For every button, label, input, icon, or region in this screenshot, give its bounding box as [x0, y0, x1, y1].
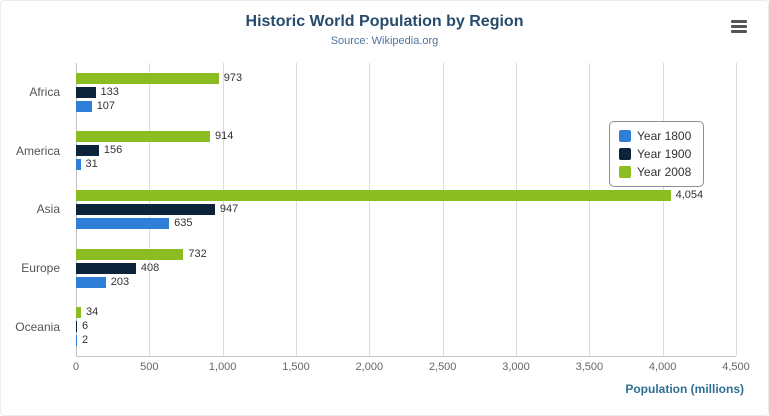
x-tick-label: 2,000 [355, 361, 384, 373]
x-tick-label: 4,500 [722, 361, 750, 373]
bar-group-oceania: 34 6 2 [76, 297, 736, 356]
bar-asia-year-1900[interactable] [76, 203, 215, 215]
legend-item-year-2008[interactable]: Year 2008 [619, 166, 691, 178]
bar-value-label: 732 [188, 247, 207, 260]
bar-oceania-year-1900[interactable] [76, 321, 77, 333]
bar-line: 947 [76, 202, 736, 215]
legend-item-year-1800[interactable]: Year 1800 [619, 130, 691, 142]
bar-value-label: 635 [174, 216, 193, 229]
bar-value-label: 156 [103, 144, 123, 157]
bar-value-label: 4,054 [675, 188, 704, 201]
bar-europe-year-2008[interactable] [76, 248, 184, 260]
bar-value-label: 973 [223, 71, 243, 84]
bar-africa-year-1800[interactable] [76, 100, 92, 112]
bar-value-label: 34 [85, 306, 99, 319]
plot-area: 973 133 107 914 156 31 4,054 947 635 732 408 203 34 6… [76, 63, 737, 357]
gridline [589, 63, 591, 356]
bar-group-africa: 973 133 107 [76, 63, 736, 122]
bar-africa-year-2008[interactable] [76, 72, 219, 84]
category-axis-labels: Africa America Asia Europe Oceania [1, 63, 68, 356]
gridline [736, 63, 737, 356]
bar-line: 31 [76, 158, 736, 171]
x-axis-tick-labels: 0 500 1,000 1,500 2,000 2,500 3,000 3,500 4,000 4… [72, 361, 750, 375]
bar-value-label: 203 [110, 275, 130, 288]
bar-line: 156 [76, 144, 736, 157]
bar-line: 635 [76, 216, 736, 229]
bar-line: 732 [76, 247, 736, 260]
legend: Year 1800 Year 1900 Year 2008 [609, 121, 705, 187]
x-tick-label: 4,000 [648, 361, 677, 373]
bar-line: 914 [76, 130, 736, 143]
bar-value-label: 408 [140, 261, 160, 274]
chart-title: Historic World Population by Region [245, 13, 524, 30]
gridline [516, 63, 517, 356]
x-tick-label: 1,000 [208, 361, 237, 373]
bar-line: 973 [76, 71, 736, 84]
bar-america-year-1900[interactable] [76, 145, 99, 157]
bar-asia-year-2008[interactable] [76, 189, 671, 201]
gridline [222, 63, 224, 356]
legend-item-year-1900[interactable]: Year 1900 [619, 148, 691, 160]
category-label-africa: Africa [29, 85, 60, 100]
gridline [442, 63, 444, 356]
bar-line: 6 [76, 320, 736, 333]
gridline [662, 63, 664, 356]
bar-value-label: 107 [96, 99, 116, 112]
bar-value-label: 914 [215, 130, 234, 143]
x-tick-label: 1,500 [282, 361, 310, 373]
bar-line: 34 [76, 306, 736, 319]
bar-line: 107 [76, 99, 736, 112]
bar-value-label: 947 [219, 202, 239, 215]
hamburger-menu-icon [731, 19, 751, 33]
category-label-asia: Asia [36, 202, 60, 217]
legend-swatch-year-2008 [619, 166, 631, 178]
bar-line: 4,054 [76, 188, 736, 201]
x-tick-label: 3,500 [575, 361, 604, 373]
bar-value-label: 31 [85, 158, 98, 171]
bar-line: 133 [76, 85, 736, 98]
legend-swatch-year-1900 [619, 148, 631, 160]
bar-group-europe: 732 408 203 [76, 239, 736, 298]
category-label-oceania: Oceania [15, 319, 60, 334]
x-tick-label: 3,000 [502, 361, 530, 373]
category-label-america: America [15, 143, 60, 158]
bar-asia-year-1800[interactable] [76, 217, 170, 229]
x-tick-label: 500 [140, 361, 159, 373]
bar-value-label: 6 [82, 320, 89, 333]
x-axis-title: Population (millions) [625, 382, 744, 396]
legend-label: Year 1900 [637, 147, 692, 161]
gridline [369, 63, 371, 356]
x-tick-label: 0 [72, 361, 80, 373]
bar-group-america: 914 156 31 [76, 122, 736, 181]
bar-line: 203 [76, 275, 736, 288]
chart-subtitle: Source: Wikipedia.org [330, 35, 439, 47]
chart-menu-button[interactable] [728, 15, 754, 37]
bar-value-label: 133 [100, 85, 119, 98]
bar-europe-year-1900[interactable] [76, 262, 136, 274]
bar-oceania-year-1800[interactable] [76, 335, 77, 347]
gridline [296, 63, 297, 356]
bar-group-asia: 4,054 947 635 [76, 180, 736, 239]
category-label-europe: Europe [21, 261, 60, 276]
bar-line: 408 [76, 261, 736, 274]
legend-swatch-year-1800 [619, 130, 631, 142]
legend-label: Year 2008 [637, 165, 692, 179]
bar-line: 2 [76, 334, 736, 347]
bar-value-label: 2 [82, 334, 89, 347]
bar-europe-year-1800[interactable] [76, 276, 106, 288]
bar-oceania-year-2008[interactable] [76, 307, 81, 319]
bar-america-year-1800[interactable] [76, 159, 81, 171]
legend-label: Year 1800 [637, 129, 692, 143]
bar-america-year-2008[interactable] [76, 131, 211, 143]
x-tick-label: 2,500 [428, 361, 457, 373]
bar-africa-year-1900[interactable] [76, 86, 96, 98]
